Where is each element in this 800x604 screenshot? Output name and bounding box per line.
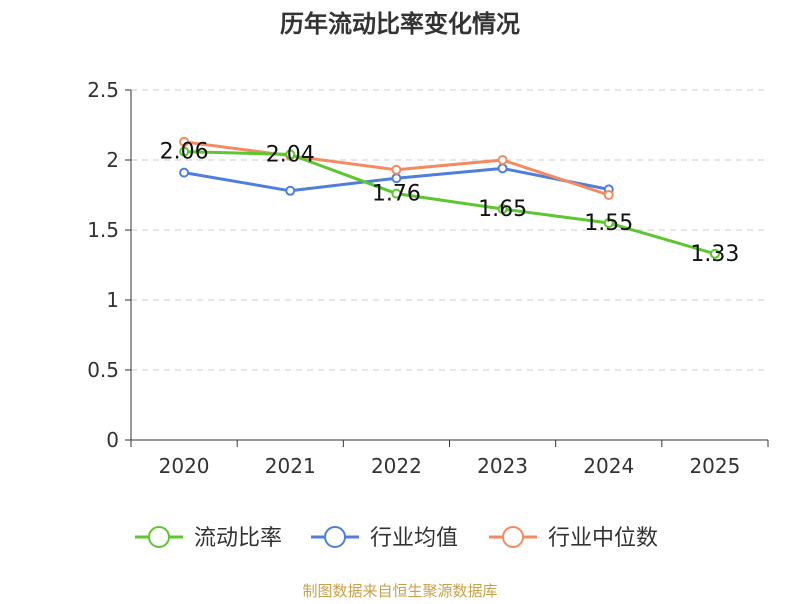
legend-label: 行业均值: [370, 526, 458, 551]
data-point[interactable]: [603, 190, 614, 200]
y-tick-label: 2.5: [87, 78, 119, 102]
legend-item[interactable]: 流动比率: [135, 526, 282, 551]
legend-marker: [502, 526, 524, 548]
data-label: 1.33: [690, 242, 739, 267]
y-tick-label: 0.5: [87, 358, 119, 382]
data-label: 1.55: [584, 211, 633, 236]
grid-lines: [131, 89, 768, 371]
data-point[interactable]: [391, 164, 402, 175]
data-point[interactable]: [285, 185, 296, 196]
y-tick-label: 0: [106, 428, 119, 452]
x-tick-label: 2020: [159, 454, 210, 478]
y-tick-label: 1.5: [87, 218, 119, 242]
data-point[interactable]: [497, 163, 508, 174]
legend-marker: [324, 526, 346, 548]
y-tick-label: 1: [106, 288, 119, 312]
data-point[interactable]: [709, 248, 720, 259]
data-point[interactable]: [179, 136, 190, 147]
legend: 流动比率 行业均值 行业中位数: [135, 526, 658, 551]
data-point[interactable]: [497, 155, 508, 165]
axes: 0 0.5 1 1.5 2 2.5 2020 2021 2022 2023 2024 2025: [87, 78, 769, 478]
y-tick-label: 2: [106, 148, 119, 172]
series-lines: [183, 140, 716, 256]
data-label: 2.04: [266, 142, 315, 167]
legend-item[interactable]: 行业中位数: [489, 526, 658, 551]
data-label: 1.65: [478, 197, 527, 222]
data-point[interactable]: [603, 218, 614, 228]
x-tick-label: 2024: [583, 454, 634, 478]
data-label: 2.06: [160, 140, 209, 165]
legend-label: 行业中位数: [548, 526, 658, 551]
source-note: 制图数据来自恒生聚源数据库: [302, 582, 497, 600]
data-labels: 2.06 2.04 1.76 1.65 1.55 1.33: [160, 140, 740, 267]
series-line: [184, 150, 716, 256]
legend-marker: [148, 526, 170, 548]
x-tick-label: 2022: [371, 454, 422, 478]
data-point[interactable]: [179, 146, 190, 157]
data-points: [179, 136, 720, 259]
data-point[interactable]: [179, 167, 190, 178]
x-tick-label: 2021: [265, 454, 316, 478]
data-point[interactable]: [285, 149, 296, 160]
chart-title: 历年流动比率变化情况: [280, 10, 520, 38]
data-point[interactable]: [497, 204, 508, 214]
data-label: 1.76: [372, 182, 421, 207]
x-tick-label: 2023: [477, 454, 528, 478]
x-tick-label: 2025: [689, 454, 740, 478]
legend-item[interactable]: 行业均值: [311, 526, 458, 551]
data-point[interactable]: [391, 188, 402, 199]
legend-label: 流动比率: [194, 526, 282, 551]
